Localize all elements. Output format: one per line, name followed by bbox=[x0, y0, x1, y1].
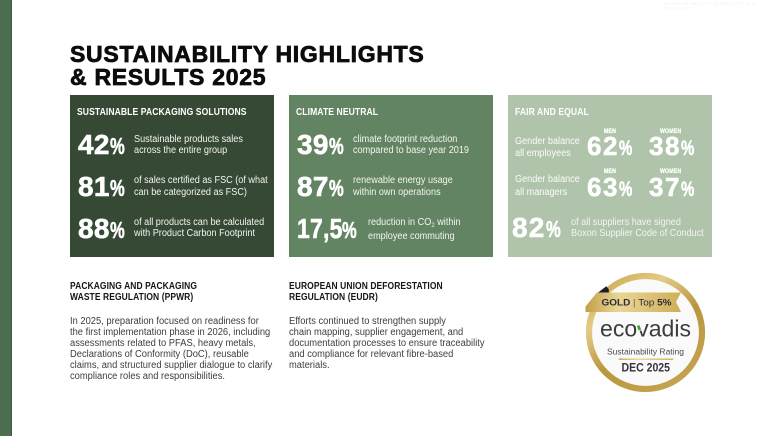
svg-text:GOLD | Top 5%: GOLD | Top 5% bbox=[602, 296, 673, 307]
svg-text:Sustainability Rating: Sustainability Rating bbox=[607, 346, 684, 356]
svg-text:ecovadis: ecovadis bbox=[600, 315, 691, 341]
svg-text:DEC 2025: DEC 2025 bbox=[622, 360, 671, 374]
